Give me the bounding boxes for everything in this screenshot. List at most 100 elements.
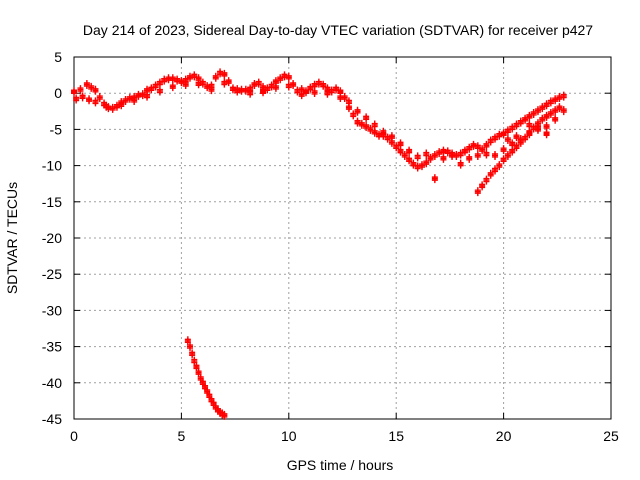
data-point (363, 116, 370, 123)
data-point (492, 153, 499, 160)
data-point (350, 113, 357, 120)
data-point (71, 90, 77, 97)
data-point (474, 190, 481, 197)
data-point (479, 148, 486, 155)
data-point (86, 98, 93, 105)
data-point (251, 83, 258, 90)
data-point (457, 152, 464, 159)
data-point (189, 352, 196, 359)
data-point (526, 130, 533, 137)
data-point (380, 130, 387, 137)
data-point (483, 143, 490, 150)
data-point (109, 106, 116, 113)
data-point (500, 158, 507, 165)
y-tick-label: -15 (42, 194, 62, 210)
data-point (449, 153, 456, 160)
data-point (466, 146, 473, 153)
data-point (384, 136, 391, 143)
y-tick-label: 0 (54, 85, 62, 101)
data-point (186, 75, 193, 82)
data-point (560, 94, 567, 101)
data-point (547, 111, 554, 118)
data-point (461, 149, 468, 156)
data-point (552, 117, 559, 124)
data-point (517, 140, 524, 147)
data-point (298, 93, 305, 100)
data-point (539, 106, 546, 113)
chart-title: Day 214 of 2023, Sidereal Day-to-day VTE… (83, 22, 593, 38)
data-point (513, 123, 520, 130)
data-point (496, 164, 503, 171)
data-point (118, 103, 125, 110)
x-tick-label: 5 (178, 428, 186, 444)
data-point (148, 87, 155, 94)
series-low-outlier-segment (184, 336, 228, 420)
y-tick-label: -40 (42, 375, 62, 391)
data-point (483, 152, 490, 159)
x-tick-label: 15 (388, 428, 404, 444)
y-tick-label: 5 (54, 49, 62, 65)
data-point (487, 172, 494, 179)
data-point (560, 109, 567, 116)
data-point (135, 93, 142, 100)
data-point (195, 82, 202, 89)
data-point (522, 117, 529, 124)
data-point (397, 142, 404, 149)
data-point (277, 77, 284, 84)
data-point (298, 88, 305, 95)
data-point (152, 84, 159, 91)
data-point (96, 96, 103, 103)
data-point (418, 164, 425, 171)
data-point (371, 123, 378, 130)
data-points (71, 68, 567, 420)
data-point (440, 156, 447, 163)
data-point (324, 91, 331, 98)
x-axis-label: GPS time / hours (287, 457, 394, 473)
data-point (221, 413, 228, 420)
data-point (77, 88, 84, 95)
axis-ticks: 0 5 10 15 20 25 5 0 -5 -10 -15 -20 -25 -30 -35 -40 -45 (42, 49, 619, 444)
data-point (401, 153, 408, 160)
data-point (221, 81, 228, 88)
data-point (427, 156, 434, 163)
data-point (513, 135, 520, 142)
data-point (543, 132, 550, 139)
data-point (354, 109, 361, 116)
y-tick-label: -25 (42, 266, 62, 282)
data-point (73, 97, 80, 104)
y-tick-label: -30 (42, 302, 62, 318)
data-point (234, 89, 241, 96)
data-point (337, 96, 344, 103)
data-point (208, 88, 215, 95)
data-point (547, 100, 554, 107)
data-point (122, 98, 129, 105)
data-point (552, 109, 559, 116)
data-point (513, 145, 520, 152)
data-point (247, 91, 254, 98)
data-point (311, 90, 318, 97)
data-point (285, 75, 292, 82)
data-point (307, 86, 314, 93)
data-point (406, 158, 413, 165)
data-point (92, 88, 99, 95)
data-point (530, 111, 537, 118)
data-point (483, 178, 490, 185)
data-point (388, 140, 395, 147)
data-point (186, 345, 193, 352)
data-point (522, 136, 529, 143)
data-point (103, 104, 110, 111)
data-point (457, 162, 464, 169)
y-axis-label: SDTVAR / TECUs (4, 182, 20, 294)
data-point (161, 78, 168, 85)
data-point (156, 89, 163, 96)
data-point (285, 84, 292, 91)
data-point (504, 138, 511, 145)
data-point (397, 149, 404, 156)
data-point (414, 155, 421, 162)
data-point (272, 85, 279, 92)
data-point (500, 132, 507, 139)
data-point (345, 106, 352, 113)
data-point (431, 177, 438, 184)
